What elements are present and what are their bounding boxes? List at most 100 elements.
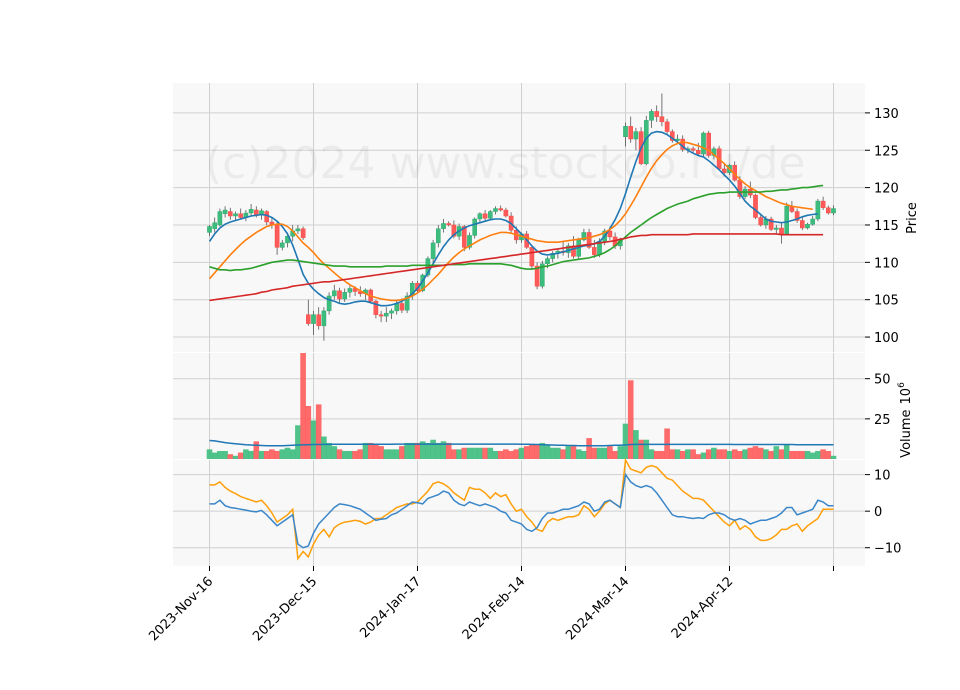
volume-bar <box>804 450 811 459</box>
candle-down <box>690 148 696 151</box>
candle-down <box>664 121 670 132</box>
volume-bar <box>289 449 296 459</box>
volume-bar <box>237 452 244 459</box>
candle-down <box>373 300 379 315</box>
candle-up <box>248 209 254 214</box>
volume-bar <box>685 449 691 459</box>
volume-bar <box>497 450 504 459</box>
volume-bar <box>331 446 338 459</box>
volume-bar <box>617 446 624 459</box>
candle-up <box>212 222 218 229</box>
volume-bar <box>206 449 213 459</box>
candle-down <box>227 211 233 217</box>
candle-up <box>222 209 228 214</box>
price-tick-label: 100 <box>874 331 899 346</box>
macd-tick-label: −10 <box>874 542 901 557</box>
macd-tick-label: 10 <box>874 469 891 484</box>
candle-up <box>389 310 394 314</box>
volume-bar <box>549 447 556 459</box>
volume-bar <box>747 447 754 459</box>
candle-down <box>800 220 805 229</box>
volume-bar <box>466 447 473 459</box>
candle-down <box>300 228 306 238</box>
volume-bar <box>638 439 644 459</box>
candle-up <box>441 223 446 229</box>
candle-down <box>758 217 763 226</box>
candle-down <box>607 230 613 238</box>
watermark: (c)2024 www.stockoo.ru/de <box>205 138 805 189</box>
candle-up <box>430 242 436 259</box>
candle-up <box>311 314 316 324</box>
candle-up <box>649 111 654 121</box>
x-tick-label: 2023-Nov-16 <box>146 574 216 644</box>
moving-average-1-line <box>208 130 819 307</box>
candle-down <box>586 232 592 248</box>
volume-bar <box>440 441 447 459</box>
volume-bar <box>518 447 525 459</box>
volume-bar <box>253 441 260 459</box>
volume-bar <box>690 449 696 459</box>
volume-bar <box>513 449 520 459</box>
volume-bar <box>529 444 535 459</box>
volume-bar <box>492 450 499 459</box>
x-tick-label: 2024-Mar-14 <box>563 574 632 643</box>
volume-bar <box>248 450 254 459</box>
volume-bar <box>284 447 291 459</box>
candle-down <box>316 314 322 327</box>
volume-bar <box>700 452 707 459</box>
candle-up <box>472 218 478 236</box>
volume-bar <box>393 449 400 459</box>
candle-down <box>378 314 384 317</box>
candle-down <box>706 132 711 156</box>
volume-axis-label: Volume 106 <box>897 382 914 458</box>
volume-bar <box>341 450 348 459</box>
volume-bar <box>425 442 431 459</box>
candle-up <box>488 211 493 219</box>
candle-up <box>404 295 410 311</box>
candle-up <box>810 218 815 225</box>
candle-up <box>280 242 285 248</box>
candle-down <box>794 211 800 221</box>
volume-bar <box>232 455 239 459</box>
volume-bar <box>591 447 598 459</box>
candle-up <box>384 312 389 317</box>
volume-bar <box>326 442 332 459</box>
volume-bar <box>607 446 613 459</box>
volume-bar <box>825 450 832 459</box>
volume-bar <box>711 447 717 459</box>
candle-up <box>326 295 332 312</box>
price-tick-label: 125 <box>874 144 899 159</box>
candle-up <box>477 213 483 220</box>
price-panel-background <box>173 83 865 352</box>
volume-bar <box>456 449 462 459</box>
y-axis-ticks: 100 105 110 115 120 125 130 25 50 −10 0 10 <box>865 107 901 557</box>
x-tick-label: 2023-Dec-15 <box>250 574 320 644</box>
volume-bar <box>830 455 837 459</box>
volume-bar <box>461 447 468 459</box>
candle-up <box>295 228 301 232</box>
volume-panel-background <box>173 353 865 459</box>
volume-bar <box>419 441 426 459</box>
candle-down <box>306 314 311 324</box>
volume-bar <box>279 449 286 459</box>
volume-axis-word: Volume <box>899 409 914 457</box>
candle-up <box>321 310 327 327</box>
volume-bar <box>695 454 702 459</box>
volume-bar <box>310 420 317 459</box>
volume-unit-exponent: 6 <box>897 382 907 388</box>
candle-down <box>779 227 784 235</box>
volume-bar <box>404 442 410 459</box>
candle-down <box>820 200 826 208</box>
x-axis-ticks: 2023-Nov-16 2023-Dec-15 2024-Jan-17 2024-Fe… <box>146 566 834 644</box>
moving-average-3-line <box>209 184 824 272</box>
candle-down <box>654 111 659 117</box>
candle-down <box>628 126 633 140</box>
volume-bar <box>679 450 686 459</box>
candle-up <box>436 228 441 244</box>
volume-bar <box>737 450 743 459</box>
candle-down <box>399 303 405 311</box>
x-tick-label: 2024-Apr-12 <box>669 574 736 641</box>
volume-bar <box>586 438 592 459</box>
volume-bar <box>783 444 790 459</box>
